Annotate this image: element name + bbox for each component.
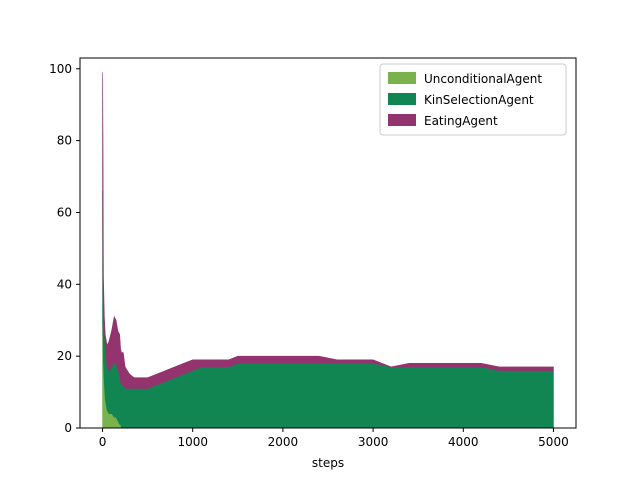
legend-swatch	[388, 93, 416, 105]
x-axis-label: steps	[312, 456, 344, 470]
x-tick-label: 5000	[538, 435, 569, 449]
x-axis-ticks: 0 1000 2000 3000 4000 5000	[99, 428, 569, 449]
y-tick-label: 60	[57, 205, 72, 219]
x-tick-label: 3000	[358, 435, 389, 449]
x-tick-label: 4000	[448, 435, 479, 449]
axes-frame	[79, 57, 577, 429]
y-tick-label: 100	[49, 62, 72, 76]
y-tick-label: 0	[64, 421, 72, 435]
legend-label: EatingAgent	[424, 114, 498, 128]
y-tick-label: 20	[57, 349, 72, 363]
legend-swatch	[388, 72, 416, 84]
area-EatingAgent	[102, 72, 554, 389]
x-tick-label: 0	[99, 435, 107, 449]
x-tick-label: 2000	[268, 435, 299, 449]
area-KinSelectionAgent	[102, 190, 554, 429]
y-axis-ticks: 0 20 40 60 80 100	[49, 62, 80, 435]
y-tick-label: 80	[57, 134, 72, 148]
legend-label: UnconditionalAgent	[424, 72, 542, 86]
legend-label: KinSelectionAgent	[424, 93, 534, 107]
legend-swatch	[388, 114, 416, 126]
legend-box	[379, 63, 567, 136]
y-tick-label: 40	[57, 277, 72, 291]
legend: UnconditionalAgent KinSelectionAgent Eatin…	[379, 63, 567, 136]
x-tick-label: 1000	[177, 435, 208, 449]
